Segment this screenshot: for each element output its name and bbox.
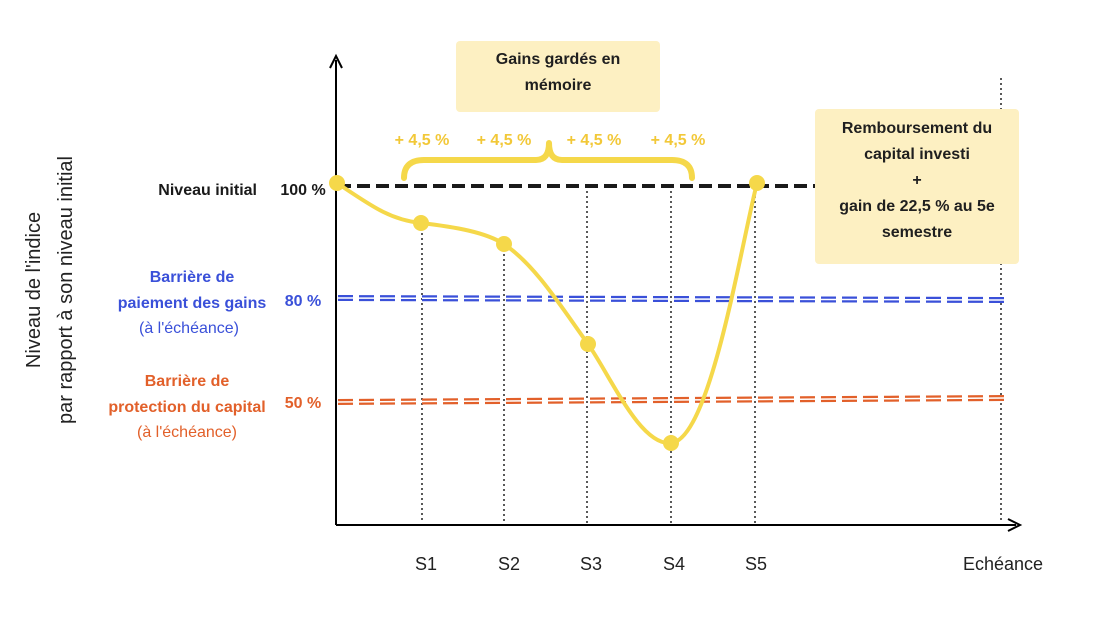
- level-capital-line2: protection du capital: [108, 399, 265, 416]
- x-label-s2: S2: [498, 554, 520, 574]
- point-s2: [496, 236, 512, 252]
- point-s5: [749, 175, 765, 191]
- level-initial-label: Niveau initial 100 %: [158, 182, 325, 199]
- level-initial-text: Niveau initial: [158, 182, 257, 199]
- axes: [329, 53, 1023, 532]
- x-label-s5: S5: [745, 554, 767, 574]
- x-label-s1: S1: [415, 554, 437, 574]
- level-gains-line1: Barrière de: [150, 269, 235, 286]
- y-axis-title-line1: Niveau de l'indice: [23, 212, 45, 368]
- level-gains-line3: (à l'échéance): [139, 320, 239, 337]
- level-capital-line1: Barrière de: [145, 373, 230, 390]
- gains-memory-box: Gains gardés en mémoire: [456, 41, 660, 112]
- memory-brace: [401, 140, 695, 181]
- gain-label-2: + 4,5 %: [477, 132, 532, 149]
- x-label-s3: S3: [580, 554, 602, 574]
- x-axis-labels: S1 S2 S3 S4 S5 Echéance: [415, 554, 1043, 574]
- y-axis-title: Niveau de l'indice par rapport à son niv…: [23, 156, 77, 424]
- x-label-echeance: Echéance: [963, 554, 1043, 574]
- level-gains-pct: 80 %: [285, 293, 321, 310]
- gain-label-4: + 4,5 %: [651, 132, 706, 149]
- gains-memory-line2: mémoire: [524, 77, 592, 94]
- repayment-line1: Remboursement du: [841, 120, 993, 137]
- gains-memory-line1: Gains gardés en: [495, 51, 621, 68]
- x-label-s4: S4: [663, 554, 685, 574]
- y-axis-arrow: [329, 53, 343, 69]
- point-s4: [663, 435, 679, 451]
- index-curve: [335, 181, 759, 446]
- repayment-line2: capital investi: [864, 146, 970, 163]
- repayment-box: Remboursement du capital investi + gain …: [815, 109, 1019, 264]
- barrier-capital-line: [337, 395, 1007, 405]
- repayment-line5: semestre: [881, 224, 953, 241]
- point-s1: [413, 215, 429, 231]
- level-initial-pct: 100 %: [280, 182, 325, 199]
- gain-label-1: + 4,5 %: [395, 132, 450, 149]
- level-capital-pct: 50 %: [285, 395, 321, 412]
- y-axis-title-line2: par rapport à son niveau initial: [55, 156, 77, 424]
- repayment-line4: gain de 22,5 % au 5e: [839, 198, 995, 215]
- barrier-gains-line: [337, 295, 1007, 303]
- point-s3: [580, 336, 596, 352]
- point-initial: [329, 175, 345, 191]
- gain-labels: + 4,5 % + 4,5 % + 4,5 % + 4,5 %: [395, 132, 706, 149]
- x-axis-arrow: [1007, 518, 1023, 532]
- gain-label-3: + 4,5 %: [567, 132, 622, 149]
- level-capital-label: Barrière de protection du capital (à l'é…: [108, 373, 321, 441]
- period-guides: [421, 78, 1002, 523]
- level-gains-line2: paiement des gains: [118, 295, 267, 312]
- curve-points: [329, 175, 765, 451]
- level-gains-label: Barrière de paiement des gains (à l'éché…: [118, 269, 321, 337]
- level-capital-line3: (à l'échéance): [137, 424, 237, 441]
- repayment-line3: +: [912, 172, 922, 189]
